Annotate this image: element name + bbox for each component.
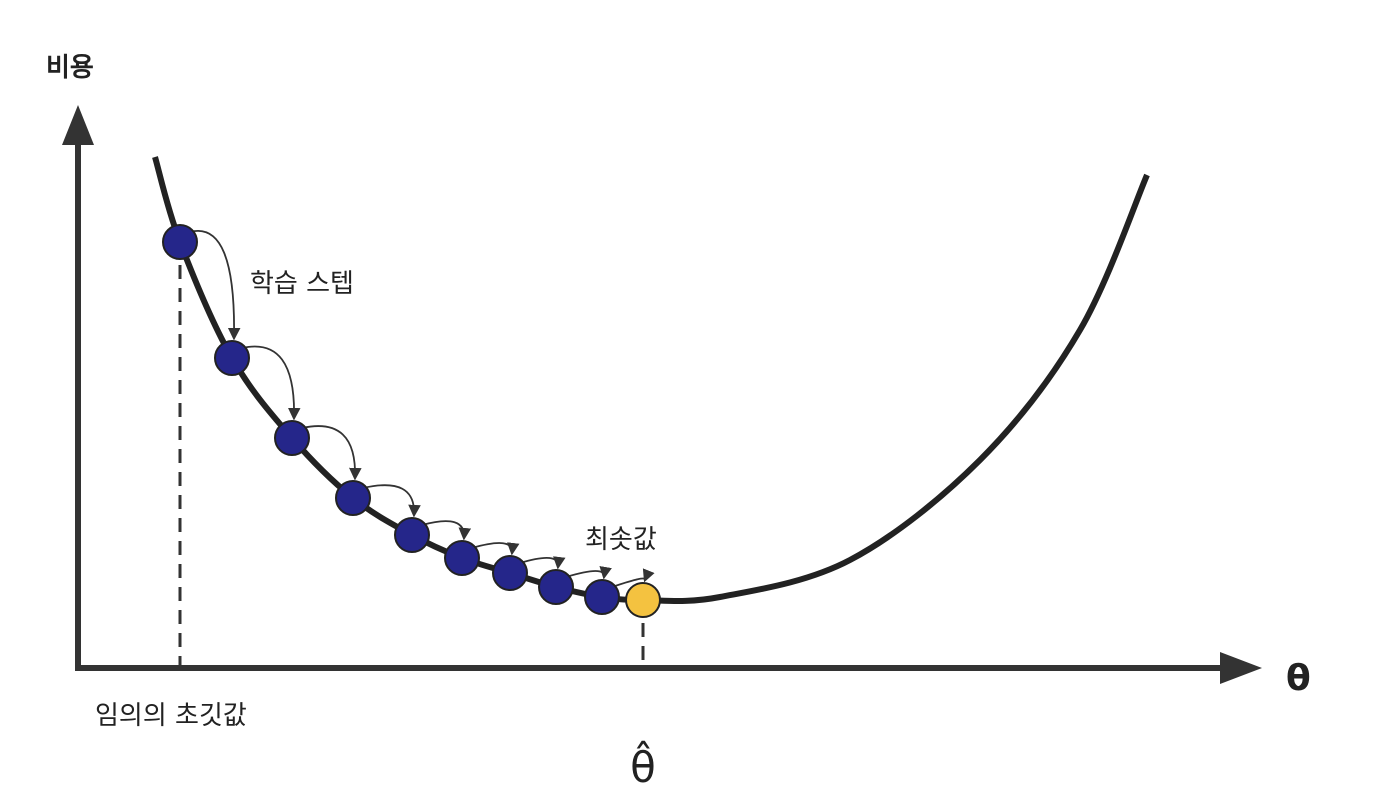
initial-label: 임의의 초깃값 (95, 701, 247, 731)
steps-label: 학습 스텝 (250, 269, 354, 299)
minimum-point (625, 582, 661, 618)
step-point (335, 480, 371, 516)
y-axis-arrow (62, 105, 94, 145)
step-point (444, 540, 480, 576)
minimum-label: 최솟값 (585, 525, 657, 555)
step-arrow (362, 484, 421, 518)
y-axis-label: 비용 (46, 53, 94, 83)
x-axis-label: θ (1286, 658, 1311, 699)
step-point (214, 340, 250, 376)
step-point (162, 224, 198, 260)
step-arrow (421, 520, 472, 541)
step-point (538, 569, 574, 605)
step-arrow (519, 556, 566, 570)
theta-hat-label: θ̂ (630, 740, 656, 792)
step-arrow (611, 568, 655, 588)
step-point (394, 517, 430, 553)
step-arrow (471, 542, 520, 556)
step-point (584, 579, 620, 615)
step-arrow (241, 345, 301, 421)
step-arrow (189, 230, 241, 341)
step-arrow (565, 566, 612, 580)
step-point (274, 420, 310, 456)
step-arrow (301, 425, 362, 481)
x-axis-arrow (1220, 652, 1262, 684)
step-point (492, 555, 528, 591)
